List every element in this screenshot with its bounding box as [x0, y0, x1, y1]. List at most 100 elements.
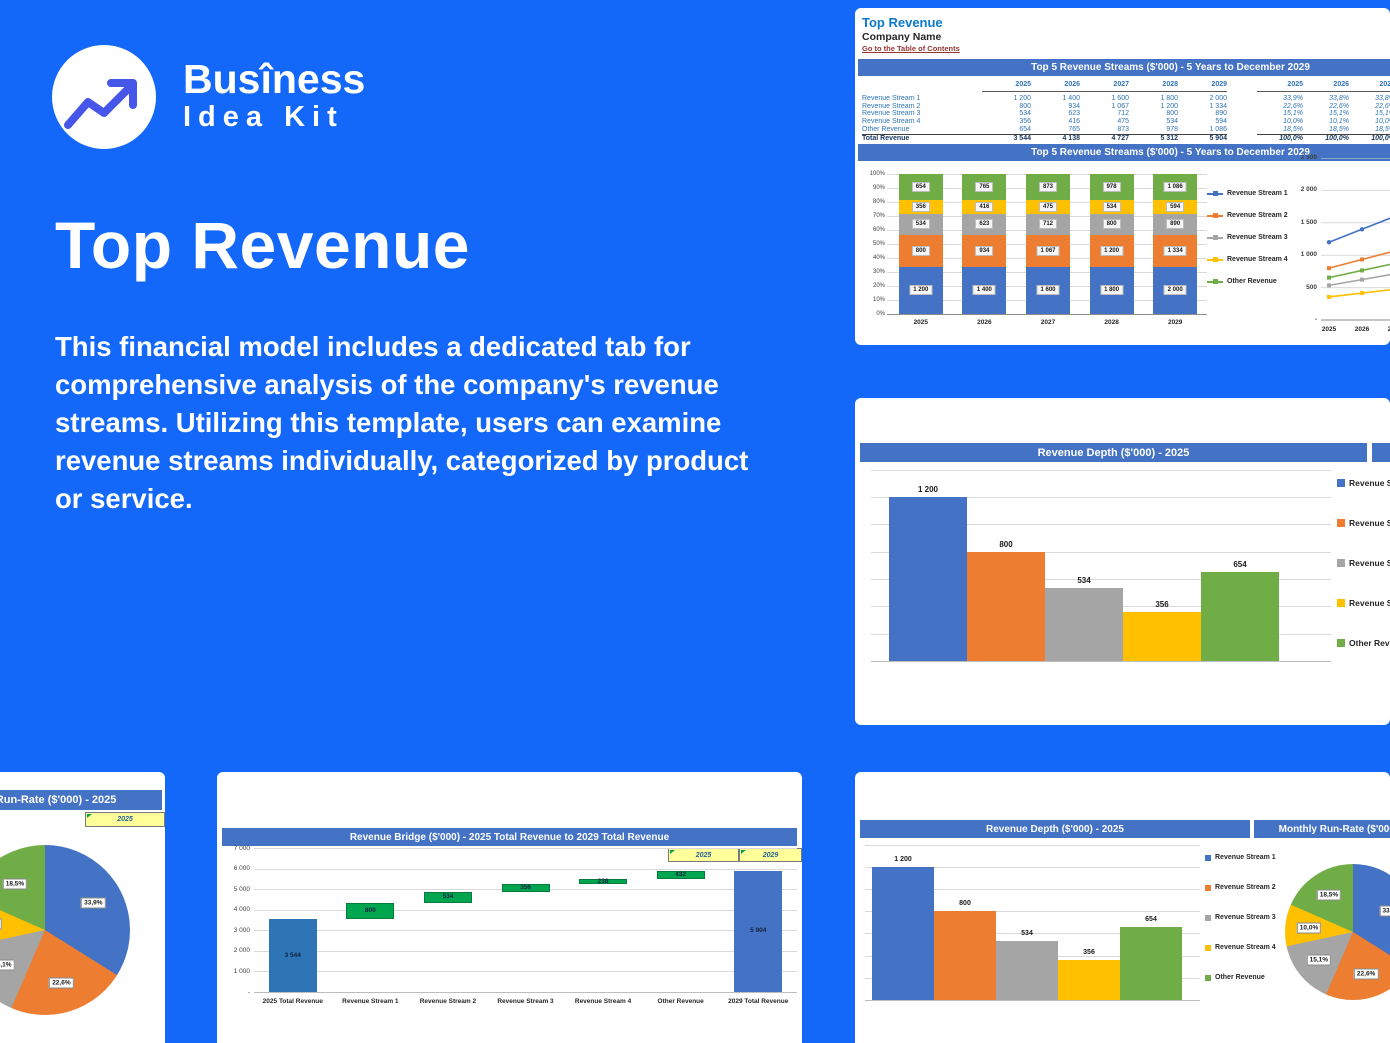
y-axis-tick: 70% [872, 212, 885, 219]
bar [1058, 960, 1120, 1000]
cell-value: 534 [1019, 110, 1031, 118]
depth2-title-band: Revenue Depth ($'000) - 2025 [860, 820, 1250, 838]
x-axis-tick: 2028 [1104, 319, 1119, 326]
x-axis-tick: 2027 [1040, 319, 1056, 326]
trend-line-chart: 2 500 2 000 1 500 1 000 500 -2025 2026 2027 [1283, 154, 1390, 342]
trend-plot [1321, 158, 1390, 321]
cell-percent: 18,5% [1375, 125, 1390, 133]
cell-value: 934 [1068, 102, 1080, 110]
toc-link[interactable]: Go to the Table of Contents [862, 44, 960, 53]
revenue-table: 202520262027202820292025202620272028 Reve… [862, 80, 1390, 144]
y-axis-tick: 2 000 [233, 947, 250, 955]
bar [1123, 612, 1201, 661]
column-header: 2026 [1303, 81, 1349, 92]
y-axis-tick: 50% [872, 240, 885, 247]
stacked-chart-legend: Revenue Stream 1 Revenue Stream 2 Revenue … [1207, 190, 1297, 320]
cell-percent: 15,1% [1329, 110, 1349, 118]
legend-label: Revenue Stream 2 [1227, 212, 1288, 219]
data-label: 416 [975, 201, 994, 212]
data-label: 1 200 [909, 285, 933, 296]
y-axis-tick: 80% [872, 198, 885, 205]
y-axis-tick: 7 000 [233, 844, 250, 852]
legend-label: Revenue Stream 2 [1349, 518, 1390, 528]
column-header: 2026 [1031, 81, 1080, 92]
legend-item: Revenue Stream 2 [1205, 884, 1276, 891]
page-description: This financial model includes a dedicate… [55, 331, 749, 514]
column-header: 2029 [1178, 81, 1227, 92]
x-axis-tick: Revenue Stream 1 [342, 998, 399, 1005]
legend-item: Other Revenue [1207, 278, 1277, 285]
y-axis-tick: 0% [876, 310, 885, 317]
legend-label: Revenue Stream 3 [1227, 234, 1288, 241]
x-axis-tick: 2026 [977, 319, 992, 326]
total-percent: 100,0% [1349, 133, 1390, 144]
stacked-chart-title-band: Top 5 Revenue Streams ($'000) - 5 Years … [858, 144, 1390, 161]
depth-chart-title: Revenue Depth ($'000) - 2025 [1037, 446, 1190, 459]
legend-line-marker [1207, 279, 1223, 284]
brand-name-line2: Idea Kit [183, 101, 344, 133]
data-label: 432 [675, 870, 687, 878]
legend-square [1205, 974, 1211, 981]
legend-item: Revenue Stream 3 [1205, 914, 1276, 921]
total-label: Total Revenue [862, 133, 982, 144]
cell-percent: 33,8% [1375, 95, 1390, 103]
sheet-company-name: Company Name [862, 31, 942, 43]
legend-line-marker [1207, 213, 1223, 218]
gridline [871, 551, 1331, 553]
gridline [254, 868, 797, 870]
y-axis-tick: 2 000 [1300, 186, 1317, 194]
cell-value: 654 [1019, 125, 1031, 133]
cell-value: 534 [1166, 118, 1178, 126]
depth-chart-legend: Revenue Stream 1 Revenue Stream 2 Revenue … [1337, 478, 1390, 658]
y-axis-tick: - [1314, 316, 1317, 323]
total-value: 4 727 [1080, 133, 1129, 144]
legend-item: Revenue Stream 1 [1207, 190, 1288, 197]
cell-value: 416 [1068, 118, 1080, 126]
bar [1045, 587, 1123, 661]
waterfall-bar [346, 902, 395, 920]
data-label: 1 600 [1036, 285, 1060, 296]
column-header: 2027 [1080, 81, 1129, 92]
y-axis-tick: 2 500 [1300, 154, 1317, 161]
trend-arrow-icon [64, 79, 137, 129]
data-label: 356 [911, 201, 930, 212]
cell-value: 800 [1166, 110, 1178, 118]
legend-square [1205, 884, 1211, 891]
y-axis-tick: 40% [872, 254, 885, 261]
legend-line-marker [1207, 191, 1223, 196]
data-label: 934 [975, 245, 994, 256]
year-selector[interactable]: 2025 [85, 812, 165, 827]
data-label: 1 200 [917, 484, 939, 494]
table-header-row: 202520262027202820292025202620272028 [862, 80, 1390, 92]
panel-top-revenue-sheet: Top Revenue Company Name Go to the Table… [855, 8, 1390, 345]
legend-label: Revenue Stream 1 [1349, 478, 1390, 488]
depth2-bar-chart: 1 200 800 534 356 654 [865, 838, 1205, 1010]
data-label: 3 544 [284, 951, 301, 959]
selector-value: 2025 [117, 816, 133, 823]
bridge-title-band: Revenue Bridge ($'000) - 2025 Total Reve… [222, 828, 797, 846]
cell-value: 1 086 [1209, 125, 1227, 133]
cell-value: 765 [1068, 125, 1080, 133]
panel-monthly-runrate-left: Monthly Run-Rate ($'000) - 2025 2025 33,… [0, 772, 165, 1043]
data-label: 1 400 [972, 285, 996, 296]
pie-data-label: 33,9% [1379, 905, 1390, 917]
data-label: 594 [1166, 201, 1185, 212]
runrate-chart-title: Monthly Run-Rate ($'000) - 2025 [0, 794, 117, 806]
depth-title-band: Revenue Depth ($'000) - 2025 [860, 443, 1367, 462]
cell-value: 356 [1019, 118, 1031, 126]
bar [934, 911, 996, 1000]
gridline [871, 496, 1331, 498]
cell-value: 800 [1019, 102, 1031, 110]
data-label: 2 000 [1163, 285, 1187, 296]
gridline [254, 930, 797, 932]
data-label: 800 [1102, 219, 1121, 230]
selector-marker-icon [670, 850, 675, 854]
row-label: Revenue Stream 4 [862, 118, 921, 126]
x-axis-tick: Other Revenue [657, 998, 704, 1005]
sheet-title: Top Revenue [862, 15, 943, 30]
data-label: 654 [911, 181, 930, 192]
y-axis-tick: 20% [872, 282, 885, 289]
stacked-bar-chart: 100% 90% 80% 70% 60% 50% 40% 30% 20% 10% 0% 1 200 80… [861, 164, 1211, 342]
cell-value: 1 067 [1111, 102, 1129, 110]
